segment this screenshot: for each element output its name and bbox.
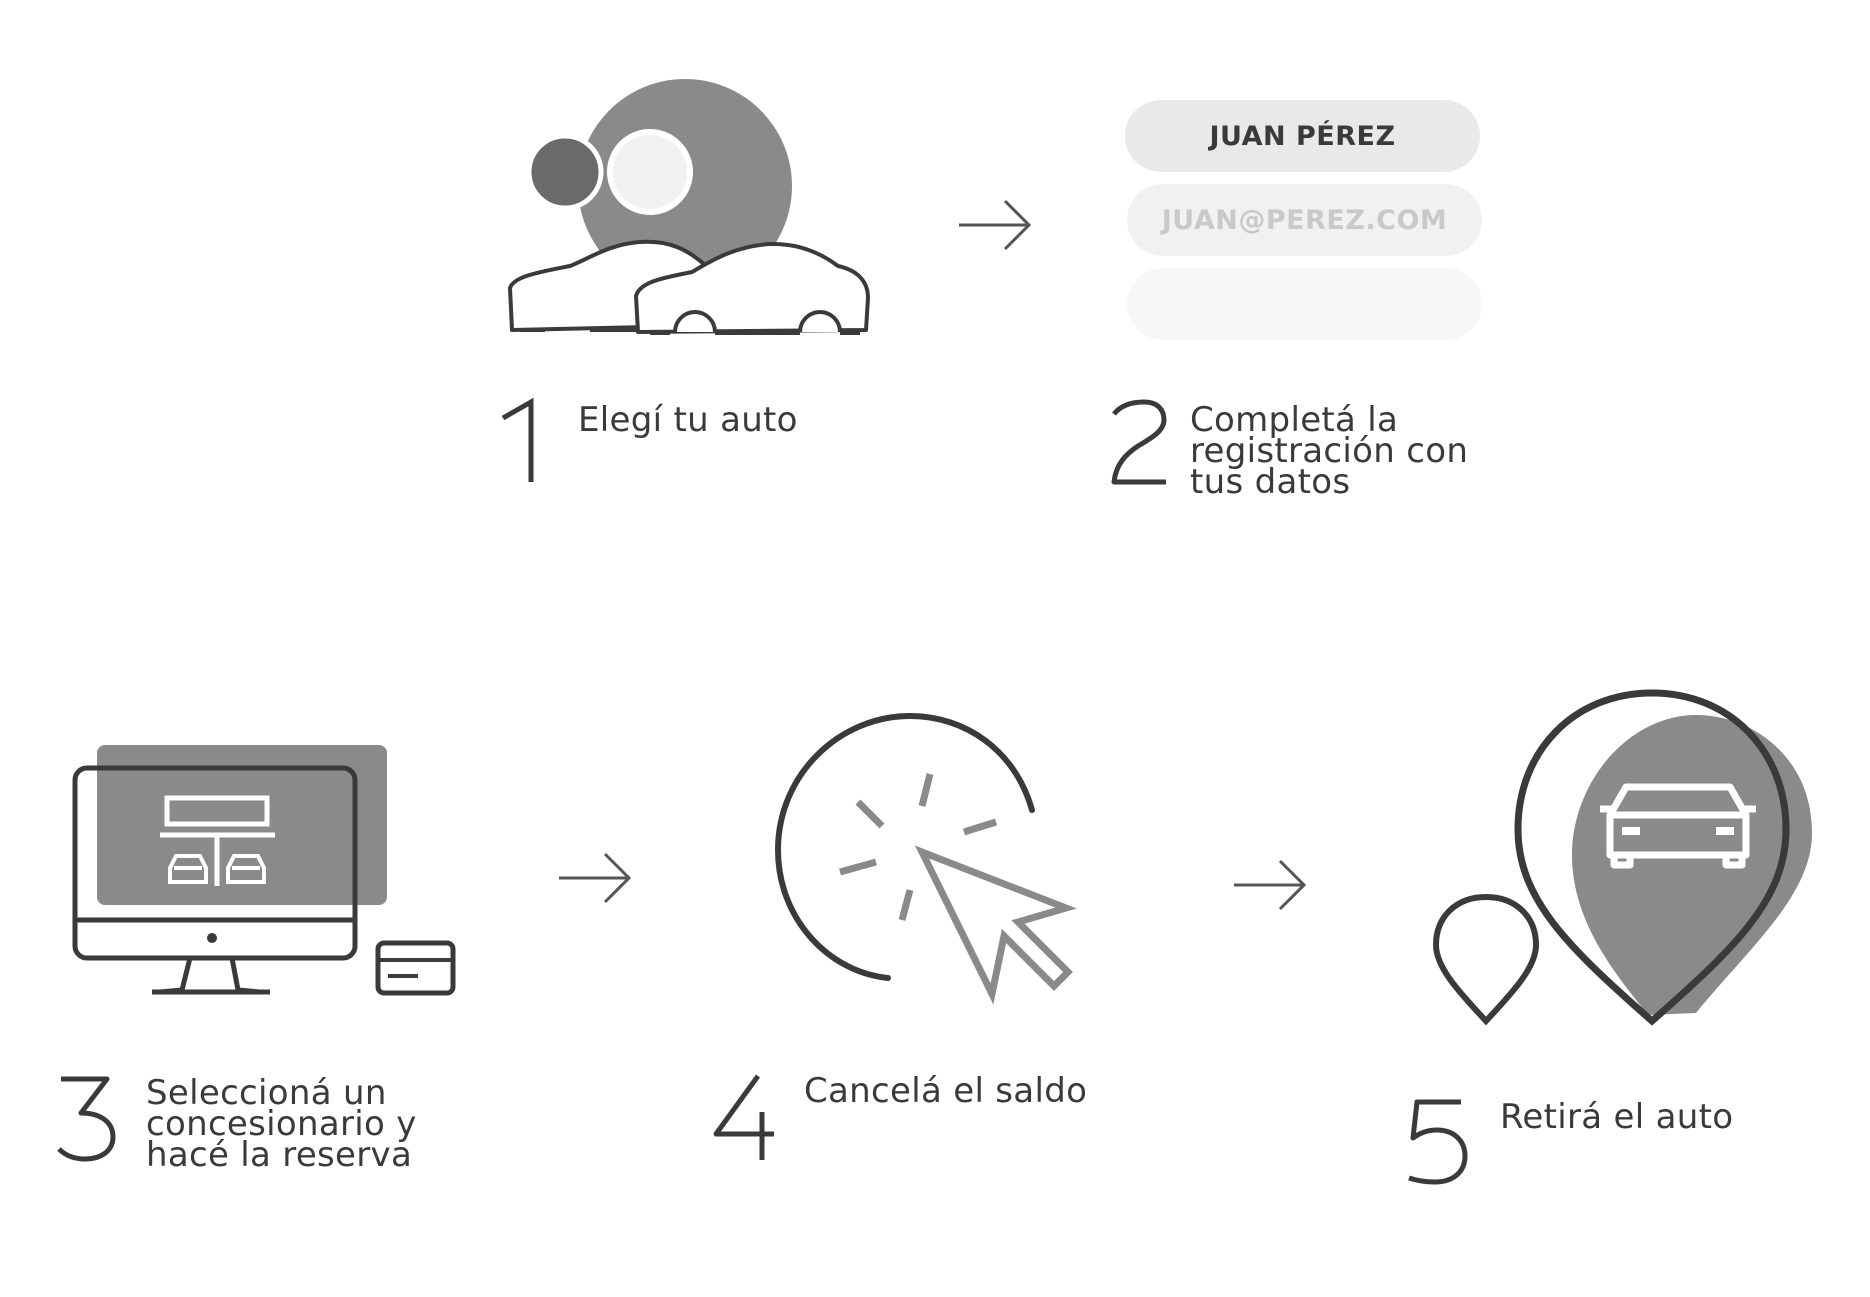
name-field: JUAN PÉREZ	[1125, 100, 1480, 172]
small-pin-outline	[1432, 893, 1540, 1026]
email-field: JUAN@PEREZ.COM	[1127, 184, 1482, 256]
name-field-value: JUAN PÉREZ	[1209, 120, 1396, 152]
step-1-line-1: Elegí tu auto	[578, 400, 798, 440]
car-outline-front	[634, 241, 870, 334]
step-label-5: Retirá el auto	[1500, 1097, 1734, 1137]
monitor-screen	[72, 765, 358, 961]
dealer-car-left	[168, 854, 208, 884]
step-label-3: Seleccioná un concesionario y hacé la re…	[146, 1073, 417, 1175]
car-choice-icon	[508, 79, 870, 335]
step-label-4: Cancelá el saldo	[804, 1071, 1088, 1111]
arrow-right-icon	[959, 199, 1032, 251]
step-label-2: Completá la registración con tus datos	[1190, 400, 1469, 502]
arrow-right-icon	[559, 852, 632, 904]
registration-form-icon: JUAN PÉREZ JUAN@PEREZ.COM	[1125, 100, 1485, 345]
gray-pin-shape	[1572, 715, 1812, 1015]
step-label-1: Elegí tu auto	[578, 400, 798, 440]
small-dark-circle	[526, 133, 604, 211]
large-pin-outline	[1514, 689, 1790, 1026]
credit-card-icon	[375, 940, 456, 996]
dealer-car-right	[226, 854, 266, 884]
step-3-line-2: concesionario y	[146, 1104, 417, 1144]
empty-field	[1127, 268, 1482, 340]
pointer-arrow	[914, 845, 1077, 1005]
computer-dealer-icon	[72, 745, 456, 996]
cursor-click-icon	[774, 712, 1077, 1005]
email-field-value: JUAN@PEREZ.COM	[1161, 204, 1448, 236]
location-pin-car-icon	[1432, 689, 1812, 1026]
step-number-3	[55, 1075, 117, 1162]
step-5-line-1: Retirá el auto	[1500, 1097, 1734, 1137]
step-2-line-2: registración con	[1190, 431, 1469, 471]
step-number-4	[712, 1072, 778, 1162]
arrow-right-icon	[1234, 859, 1307, 911]
small-light-circle	[607, 129, 693, 215]
step-3-line-3: hacé la reserva	[146, 1135, 413, 1175]
step-3-line-1: Seleccioná un	[146, 1073, 387, 1113]
step-4-line-1: Cancelá el saldo	[804, 1071, 1088, 1111]
dealer-sign	[164, 795, 270, 827]
monitor-stand	[159, 957, 261, 995]
step-number-1	[495, 397, 545, 484]
step-number-2	[1108, 399, 1170, 486]
step-2-line-3: tus datos	[1190, 462, 1351, 502]
pin-car-icon	[1600, 783, 1756, 869]
circle-arc	[774, 712, 1035, 981]
click-rays	[839, 773, 998, 921]
step-number-5	[1405, 1098, 1469, 1185]
step-2-line-1: Completá la	[1190, 400, 1399, 440]
